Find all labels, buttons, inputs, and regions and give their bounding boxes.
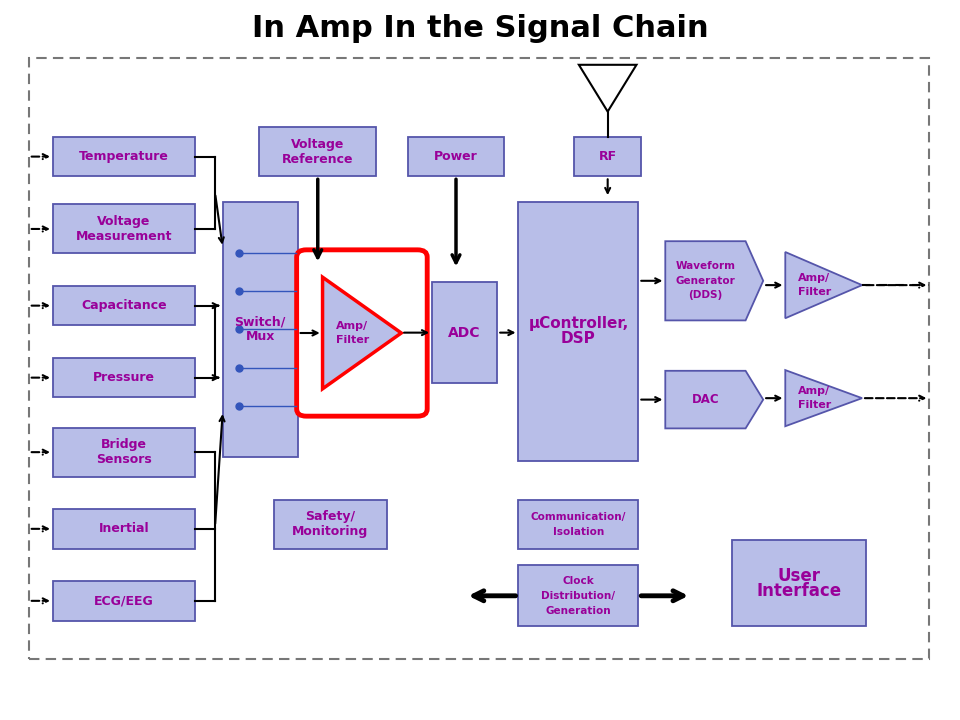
Text: Mux: Mux (246, 330, 275, 343)
Text: Inertial: Inertial (99, 522, 149, 536)
Text: RF: RF (599, 150, 616, 163)
FancyBboxPatch shape (432, 282, 497, 383)
FancyBboxPatch shape (518, 500, 638, 549)
Text: Reference: Reference (282, 153, 353, 166)
Text: ECG/EEG: ECG/EEG (94, 594, 154, 608)
Text: Power: Power (434, 150, 478, 163)
Text: Communication/: Communication/ (531, 512, 626, 521)
FancyBboxPatch shape (223, 202, 298, 457)
Text: Filter: Filter (798, 287, 831, 297)
Text: Generation: Generation (545, 606, 612, 616)
FancyBboxPatch shape (53, 509, 195, 549)
Text: Amp/: Amp/ (799, 273, 830, 283)
Text: Clock: Clock (563, 576, 594, 585)
Text: Interface: Interface (756, 582, 841, 600)
Text: DAC: DAC (691, 393, 719, 406)
Text: User: User (778, 567, 820, 585)
Text: (DDS): (DDS) (688, 290, 723, 300)
Text: In Amp In the Signal Chain: In Amp In the Signal Chain (252, 14, 708, 43)
Text: ADC: ADC (448, 325, 481, 340)
FancyBboxPatch shape (53, 358, 195, 397)
Text: Pressure: Pressure (93, 371, 155, 384)
Text: Voltage: Voltage (291, 138, 345, 151)
Polygon shape (665, 241, 763, 320)
Text: Voltage: Voltage (97, 215, 151, 228)
Text: Waveform: Waveform (676, 261, 735, 271)
Text: Capacitance: Capacitance (81, 299, 167, 312)
Text: Switch/: Switch/ (234, 315, 286, 328)
Text: Measurement: Measurement (76, 230, 172, 243)
Text: Temperature: Temperature (79, 150, 169, 163)
Text: Sensors: Sensors (96, 453, 152, 467)
FancyBboxPatch shape (53, 286, 195, 325)
Polygon shape (323, 277, 401, 389)
FancyBboxPatch shape (53, 137, 195, 176)
Text: Isolation: Isolation (553, 527, 604, 536)
Text: Safety/: Safety/ (305, 510, 355, 523)
FancyBboxPatch shape (574, 137, 641, 176)
Polygon shape (579, 65, 636, 112)
Text: Amp/: Amp/ (336, 321, 369, 330)
Polygon shape (665, 371, 763, 428)
Text: Bridge: Bridge (101, 438, 147, 451)
FancyBboxPatch shape (732, 540, 866, 626)
Text: Generator: Generator (676, 276, 735, 286)
FancyBboxPatch shape (518, 202, 638, 461)
Text: Distribution/: Distribution/ (541, 591, 615, 600)
FancyBboxPatch shape (408, 137, 504, 176)
Text: μController,: μController, (528, 316, 629, 331)
FancyBboxPatch shape (53, 428, 195, 477)
Polygon shape (785, 252, 862, 318)
FancyBboxPatch shape (53, 581, 195, 621)
Text: Monitoring: Monitoring (292, 525, 369, 539)
FancyBboxPatch shape (259, 127, 376, 176)
FancyBboxPatch shape (518, 565, 638, 626)
Text: Filter: Filter (798, 400, 831, 410)
Polygon shape (785, 370, 862, 426)
FancyBboxPatch shape (53, 204, 195, 253)
Text: Amp/: Amp/ (799, 386, 830, 396)
Text: DSP: DSP (561, 331, 596, 346)
FancyBboxPatch shape (274, 500, 387, 549)
Text: Filter: Filter (336, 336, 369, 345)
